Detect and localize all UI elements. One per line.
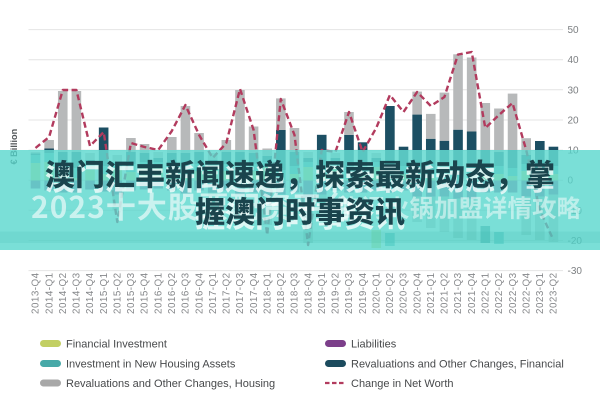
svg-text:2023-Q1: 2023-Q1 <box>535 272 546 314</box>
svg-text:2018-Q3: 2018-Q3 <box>290 272 301 314</box>
svg-text:2019-Q3: 2019-Q3 <box>344 272 355 314</box>
svg-text:Financial Investment: Financial Investment <box>66 339 167 351</box>
svg-text:2015-Q1: 2015-Q1 <box>99 272 110 314</box>
svg-text:2017-Q4: 2017-Q4 <box>249 272 260 314</box>
svg-text:2017-Q1: 2017-Q1 <box>208 272 219 314</box>
svg-text:50: 50 <box>568 25 580 36</box>
svg-text:2022-Q4: 2022-Q4 <box>521 272 532 314</box>
svg-text:2015-Q4: 2015-Q4 <box>140 272 151 314</box>
svg-text:2016-Q2: 2016-Q2 <box>167 272 178 314</box>
svg-text:30: 30 <box>568 85 580 96</box>
svg-text:2020-Q3: 2020-Q3 <box>399 272 410 314</box>
svg-text:2017-Q2: 2017-Q2 <box>222 272 233 314</box>
svg-text:2016-Q4: 2016-Q4 <box>194 272 205 314</box>
svg-text:Revaluations and Other Changes: Revaluations and Other Changes, Housing <box>66 378 275 390</box>
svg-text:2020-Q1: 2020-Q1 <box>371 272 382 314</box>
svg-text:40: 40 <box>568 55 580 66</box>
svg-text:-30: -30 <box>568 266 583 277</box>
svg-text:2017-Q3: 2017-Q3 <box>235 272 246 314</box>
svg-text:Revaluations and Other Changes: Revaluations and Other Changes, Financia… <box>351 359 564 371</box>
svg-text:2022-Q1: 2022-Q1 <box>481 272 492 314</box>
svg-text:2018-Q4: 2018-Q4 <box>303 272 314 314</box>
svg-text:Investment in New Housing Asse: Investment in New Housing Assets <box>66 359 236 371</box>
svg-text:2018-Q2: 2018-Q2 <box>276 272 287 314</box>
svg-text:2014-Q2: 2014-Q2 <box>58 272 69 314</box>
svg-text:2013-Q4: 2013-Q4 <box>31 272 42 314</box>
svg-text:2021-Q1: 2021-Q1 <box>426 272 437 314</box>
svg-text:Change in Net Worth: Change in Net Worth <box>351 378 454 390</box>
svg-text:2021-Q3: 2021-Q3 <box>453 272 464 314</box>
svg-text:2016-Q3: 2016-Q3 <box>181 272 192 314</box>
svg-text:2018-Q1: 2018-Q1 <box>262 272 273 314</box>
svg-text:2022-Q2: 2022-Q2 <box>494 272 505 314</box>
svg-text:2015-Q2: 2015-Q2 <box>113 272 124 314</box>
svg-text:2021-Q2: 2021-Q2 <box>440 272 451 314</box>
svg-text:2014-Q4: 2014-Q4 <box>85 272 96 314</box>
svg-text:2022-Q3: 2022-Q3 <box>508 272 519 314</box>
svg-text:2020-Q2: 2020-Q2 <box>385 272 396 314</box>
svg-text:20: 20 <box>568 116 580 127</box>
svg-text:2019-Q1: 2019-Q1 <box>317 272 328 314</box>
svg-text:2020-Q4: 2020-Q4 <box>412 272 423 314</box>
svg-text:2014-Q3: 2014-Q3 <box>72 272 83 314</box>
svg-text:2023-Q2: 2023-Q2 <box>549 272 560 314</box>
svg-text:2021-Q4: 2021-Q4 <box>467 272 478 314</box>
svg-text:€ Billion: € Billion <box>9 128 19 164</box>
svg-text:2016-Q1: 2016-Q1 <box>153 272 164 314</box>
svg-text:2015-Q3: 2015-Q3 <box>126 272 137 314</box>
svg-text:2019-Q2: 2019-Q2 <box>331 272 342 314</box>
svg-text:Liabilities: Liabilities <box>351 339 397 351</box>
svg-text:2019-Q4: 2019-Q4 <box>358 272 369 314</box>
svg-text:2014-Q1: 2014-Q1 <box>44 272 55 314</box>
